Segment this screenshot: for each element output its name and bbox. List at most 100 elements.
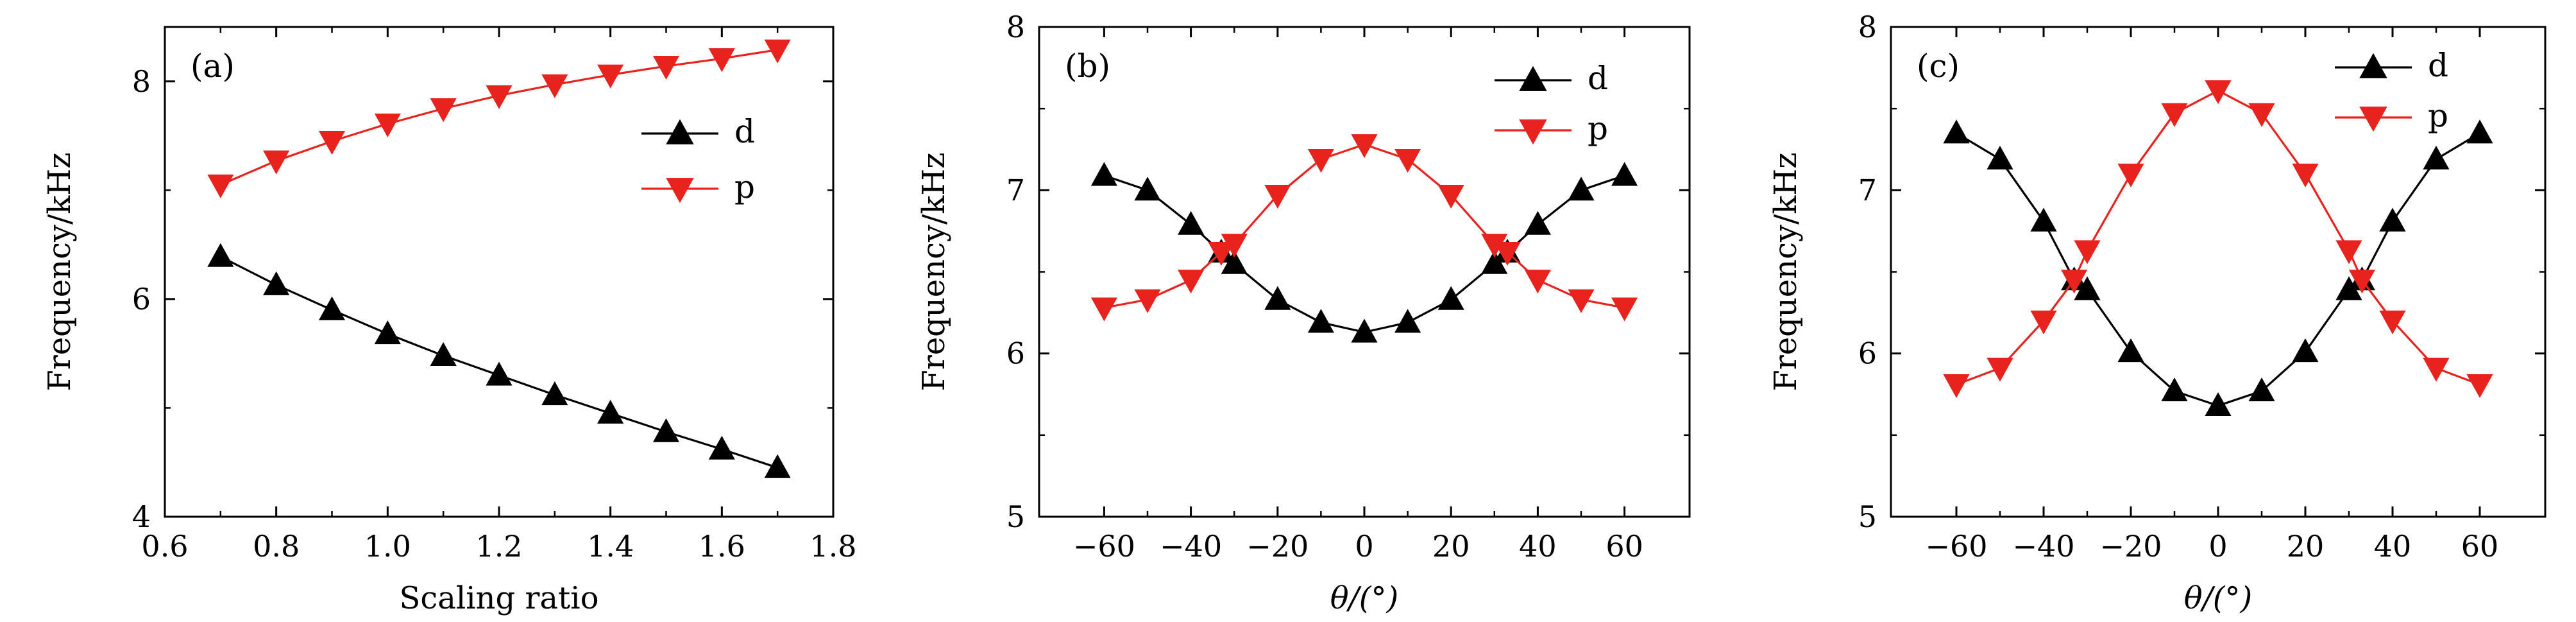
panel-a: 0.6 0.8 1.0 1.2 1.4 1.6 1.8 4 6 8 Scaling ratio Fre… (42, 26, 857, 616)
x-tick-label: 0.6 (141, 529, 188, 564)
x-tick-label: 1.0 (364, 529, 411, 564)
x-tick-label: −60 (1925, 529, 1987, 564)
y-tick-label: 6 (1858, 336, 1877, 371)
data-point-d (1307, 309, 1334, 333)
data-point-p (2205, 80, 2232, 105)
data-point-p (1178, 270, 1205, 294)
data-point-d (708, 435, 735, 460)
x-tick-label: 40 (1519, 529, 1557, 564)
data-point-d (597, 399, 624, 424)
x-axis-label: θ/(°) (2184, 580, 2253, 616)
x-tick-label: −40 (1160, 529, 1222, 564)
data-point-d (2117, 338, 2144, 363)
y-axis-label: Frequency/kHz (1768, 152, 1804, 391)
data-point-p (2248, 103, 2275, 127)
x-tick-label: 1.2 (475, 529, 522, 564)
data-point-p (708, 48, 735, 73)
x-tick-label: 0 (2208, 529, 2227, 564)
x-tick-label: 0.8 (253, 529, 300, 564)
x-tick-label: 20 (2287, 529, 2325, 564)
data-point-p (2061, 270, 2088, 294)
panel-tag: (c) (1917, 48, 1960, 85)
data-point-p (1394, 149, 1421, 173)
data-point-d (2205, 392, 2232, 417)
data-point-d (207, 243, 234, 267)
data-point-p (597, 64, 624, 89)
data-point-d (2074, 276, 2101, 300)
data-point-p (374, 113, 401, 137)
x-tick-label: −40 (2012, 529, 2074, 564)
x-tick-label: 1.4 (587, 529, 634, 564)
y-tick-label: 6 (1006, 336, 1025, 371)
legend-marker-d (2359, 53, 2387, 78)
data-point-d (1090, 162, 1117, 186)
data-point-d (541, 381, 568, 406)
data-point-d (318, 296, 346, 320)
data-point-p (1494, 241, 1521, 266)
data-point-d (2379, 207, 2406, 232)
data-point-d (1134, 177, 1161, 201)
x-axis-label: Scaling ratio (399, 580, 598, 616)
y-tick-label: 8 (1858, 10, 1877, 44)
y-tick-label: 8 (132, 64, 151, 99)
data-point-d (374, 320, 401, 345)
data-point-p (1208, 241, 1235, 266)
data-point-p (1090, 297, 1117, 322)
data-point-p (1524, 270, 1551, 294)
series-line-d (1103, 174, 1625, 334)
data-point-d (2248, 377, 2275, 402)
x-tick-label: 1.8 (809, 529, 856, 564)
data-point-p (2161, 103, 2188, 127)
x-axis-label: θ/(°) (1330, 580, 1399, 616)
data-point-p (1987, 358, 2013, 382)
legend-label-p: p (2428, 97, 2448, 134)
data-point-d (1987, 145, 2013, 170)
data-point-p (2292, 163, 2319, 187)
y-tick-label: 7 (1006, 173, 1025, 207)
x-tick-label: 20 (1432, 529, 1470, 564)
data-point-d (2423, 145, 2450, 170)
panel-tag: (b) (1065, 48, 1110, 85)
data-point-d (2466, 119, 2493, 144)
data-point-p (541, 74, 568, 98)
panel-tag: (a) (191, 48, 235, 85)
data-point-p (2030, 310, 2057, 334)
data-point-p (207, 174, 234, 198)
data-point-p (2074, 240, 2101, 264)
data-point-p (2423, 358, 2450, 382)
data-point-p (652, 56, 680, 80)
legend-label-d: d (1588, 60, 1608, 97)
x-tick-label: −60 (1073, 529, 1135, 564)
x-tick-label: 40 (2374, 529, 2412, 564)
panel-c: −60 −40 −20 0 20 40 60 5 6 7 8 θ/(°) Frequency/kHz (c… (1768, 10, 2546, 616)
data-point-p (1221, 234, 1248, 258)
data-point-p (1611, 297, 1638, 322)
data-point-d (764, 454, 791, 478)
legend-marker-p (2359, 107, 2387, 132)
data-point-d (2292, 338, 2319, 363)
data-point-d (2030, 207, 2057, 232)
legend-label-d: d (734, 113, 755, 150)
x-tick-label: 0 (1355, 529, 1373, 564)
data-point-d (2161, 377, 2188, 402)
series-line-p (1956, 89, 2480, 386)
y-tick-label: 7 (1858, 173, 1877, 207)
y-tick-label: 5 (1858, 499, 1877, 534)
data-point-d (1264, 286, 1291, 310)
y-axis-label: Frequency/kHz (916, 152, 952, 391)
data-point-p (1437, 184, 1464, 209)
data-point-d (1568, 177, 1595, 201)
x-tick-label: −20 (1246, 529, 1309, 564)
y-tick-label: 6 (132, 282, 151, 316)
data-point-p (1134, 289, 1161, 313)
legend-marker-p (1519, 119, 1547, 145)
data-point-d (1221, 250, 1248, 274)
data-point-d (1351, 318, 1378, 343)
data-point-d (1611, 162, 1638, 186)
data-point-p (318, 131, 346, 155)
legend-label-d: d (2428, 47, 2448, 84)
data-point-p (430, 98, 457, 123)
data-point-d (486, 361, 513, 386)
data-point-p (1568, 289, 1595, 313)
data-point-d (1524, 211, 1551, 235)
